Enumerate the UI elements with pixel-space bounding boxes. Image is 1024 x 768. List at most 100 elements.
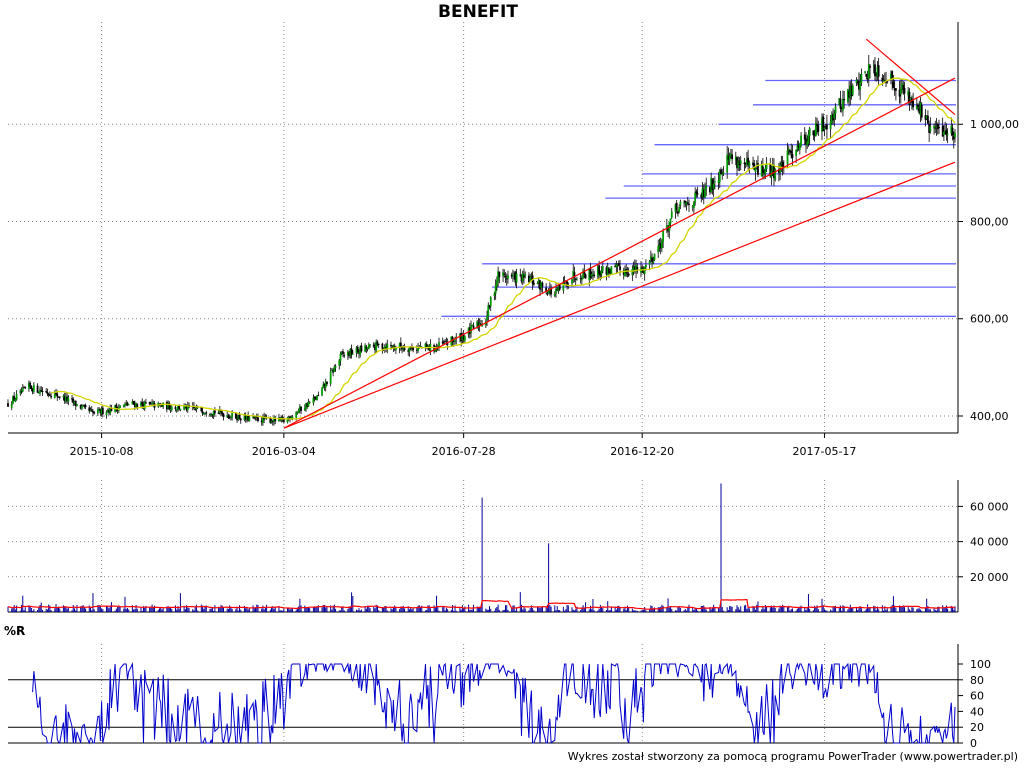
candle-body (195, 408, 198, 410)
candle-body (48, 394, 51, 396)
candle-body (935, 126, 938, 128)
candle-body (695, 191, 698, 194)
candle-body (529, 278, 532, 281)
volume-y-tick-label: 20 000 (970, 571, 1009, 584)
candle-body (514, 272, 517, 283)
candle-body (720, 169, 722, 174)
candle-body (470, 325, 472, 333)
candle-body (829, 121, 832, 129)
candle-body (98, 409, 101, 411)
candle-body (902, 84, 905, 90)
candle-body (202, 413, 205, 415)
candle-body (151, 403, 153, 405)
candle-body (907, 90, 910, 96)
candle-body (519, 274, 522, 276)
candle-body (938, 126, 940, 128)
candle-body (428, 346, 431, 351)
candle-body (917, 104, 919, 108)
candle-body (539, 280, 541, 290)
candle-body (305, 403, 307, 409)
candle-body (13, 396, 16, 401)
candle-body (562, 281, 565, 291)
candle-body (555, 288, 557, 294)
candle-body (57, 396, 60, 398)
candle-body (701, 188, 704, 198)
candle-body (757, 163, 759, 175)
candle-body (260, 420, 263, 423)
candle-body (605, 267, 608, 275)
candle-body (743, 162, 746, 164)
candle-body (441, 341, 444, 344)
candle-body (93, 412, 96, 414)
candle-body (876, 66, 879, 77)
candle-body (322, 384, 325, 388)
candle-body (579, 278, 582, 280)
x-tick-label: 2016-12-20 (610, 445, 674, 458)
candle-body (46, 392, 49, 394)
candle-body (165, 402, 168, 410)
candle-body (67, 397, 70, 402)
candle-body (812, 130, 815, 136)
candle-body (460, 332, 463, 342)
candle-body (748, 162, 751, 167)
candle-body (573, 272, 576, 278)
candle-body (47, 394, 50, 396)
candle-body (24, 387, 27, 389)
candle-body (674, 204, 677, 212)
candle-body (10, 404, 13, 408)
candle-body (648, 261, 651, 265)
candle-body (247, 414, 250, 421)
candles (7, 55, 956, 426)
candle-body (99, 408, 102, 414)
candle-body (507, 275, 509, 279)
candle-body (834, 106, 837, 114)
candle-body (297, 410, 300, 413)
candle-body (244, 415, 247, 420)
candle-body (677, 211, 679, 214)
candle-body (152, 402, 155, 404)
candle-body (806, 141, 809, 146)
candle-body (19, 390, 22, 394)
candle-body (408, 347, 411, 352)
candle-body (255, 416, 258, 418)
candle-body (886, 81, 889, 83)
candle-body (436, 346, 439, 348)
candle-body (7, 403, 9, 407)
candle-body (89, 410, 92, 412)
candle-body (619, 266, 621, 271)
candle-body (774, 169, 777, 180)
candle-body (867, 64, 870, 79)
candle-body (360, 345, 363, 352)
candle-body (412, 347, 415, 351)
candle-body (21, 388, 24, 392)
candle-body (737, 160, 740, 168)
candle-body (838, 98, 841, 106)
candle-body (446, 343, 449, 345)
candle-body (300, 406, 302, 411)
candle-body (523, 274, 525, 278)
candle-body (90, 409, 93, 411)
candle-body (419, 346, 422, 348)
candle-body (29, 382, 32, 387)
candle-body (584, 274, 587, 279)
candle-body (417, 347, 419, 351)
candle-body (547, 290, 550, 294)
candle-body (109, 407, 112, 414)
candle-body (909, 97, 912, 102)
candle-body (635, 265, 637, 272)
candle-body (946, 133, 949, 136)
candle-body (718, 170, 721, 183)
candle-body (12, 396, 14, 404)
candle-body (131, 401, 134, 405)
chart-title: BENEFIT (438, 2, 518, 22)
candle-body (626, 273, 629, 275)
x-tick-label: 2016-03-04 (252, 445, 316, 458)
candle-body (194, 409, 197, 411)
candle-body (592, 273, 594, 275)
candle-body (306, 403, 309, 407)
candle-body (734, 156, 737, 160)
candle-body (504, 276, 507, 278)
candle-body (790, 150, 793, 154)
candle-body (73, 401, 76, 405)
candle-body (596, 266, 599, 277)
